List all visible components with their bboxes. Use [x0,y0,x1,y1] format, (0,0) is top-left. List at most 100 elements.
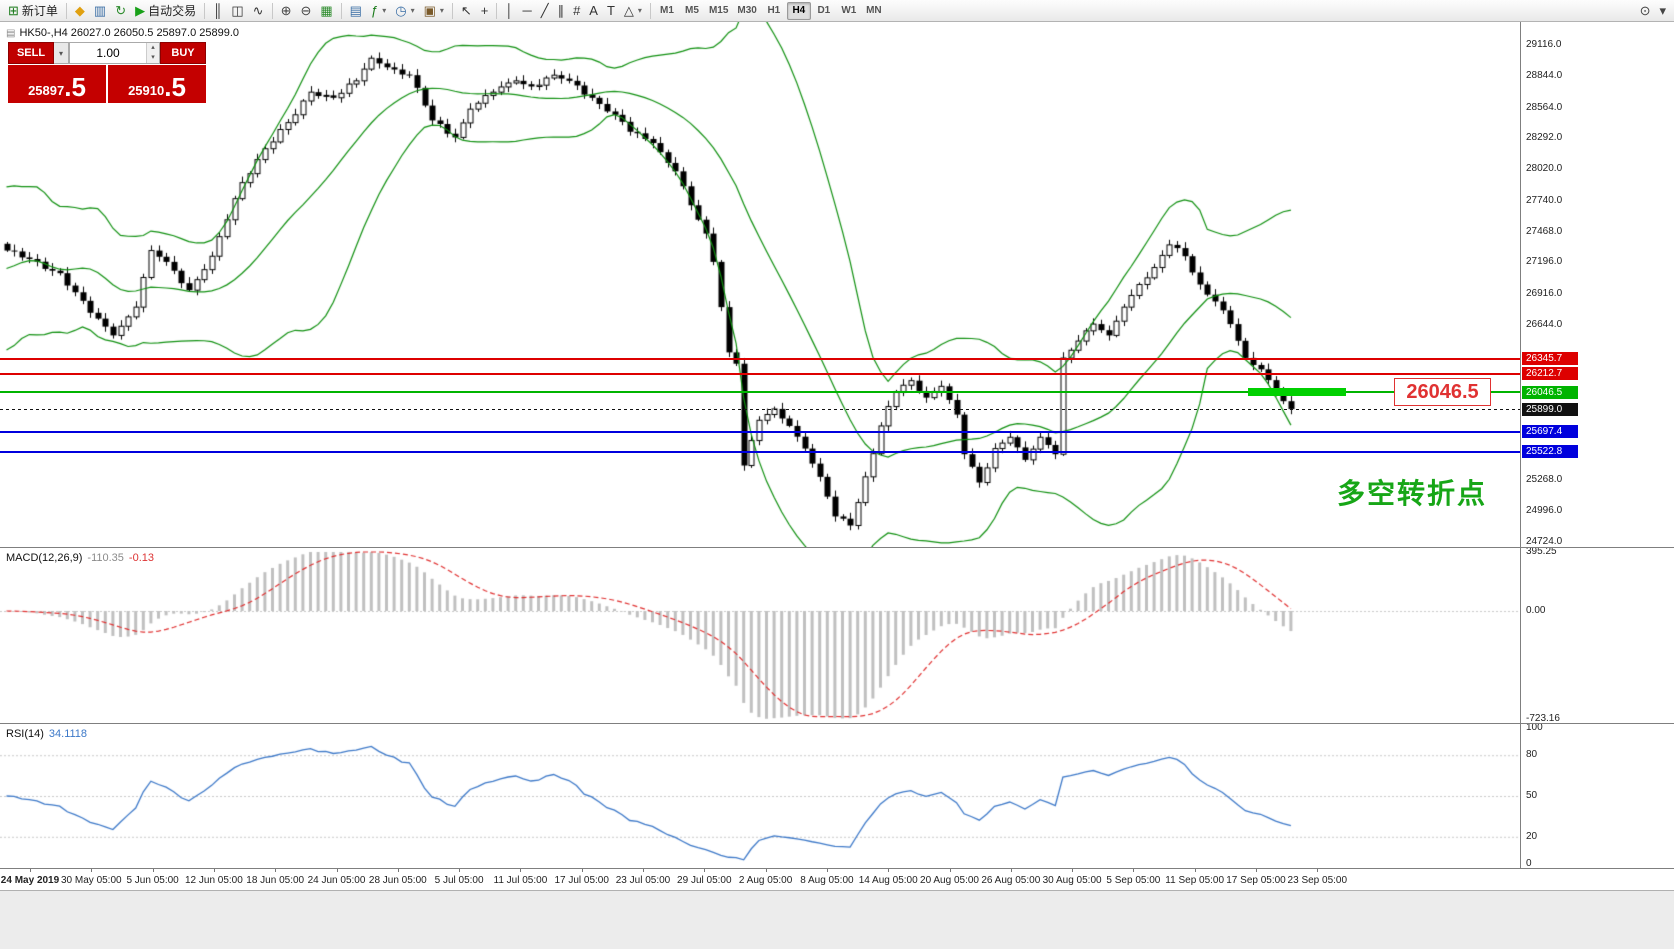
channel-button[interactable]: ∥ [554,1,569,20]
timeframe-w1-button[interactable]: W1 [837,2,861,20]
bid-price-line[interactable] [0,408,1520,410]
crosshair-button[interactable]: + [477,1,493,20]
sell-price-main: 25897 [28,83,65,98]
pane-separator[interactable] [0,723,1674,724]
price-axis[interactable]: 29116.0 28844.0 28564.0 28292.0 28020.0 27740… [1520,22,1674,869]
shapes-button[interactable]: △ ▾ [620,1,646,20]
refresh-icon[interactable]: ↻ [111,1,130,20]
buy-button[interactable]: BUY [160,42,206,64]
new-order-button-label: 新订单 [21,4,58,18]
mql5-market-icon-icon: ◆ [74,3,85,18]
periods-button-dropdown[interactable]: ▾ [410,6,415,15]
vertical-line-button-icon: │ [505,3,514,18]
time-axis-tick [949,869,951,872]
text-label-button[interactable]: T [603,1,619,20]
price-tag-annotation[interactable]: 26046.5 [1394,378,1491,406]
time-axis-tick [765,869,767,872]
fibonacci-button-icon: # [573,3,581,18]
buy-price-frac: .5 [164,72,186,102]
pane-separator[interactable] [0,547,1674,548]
new-order-button[interactable]: ⊞ 新订单 [4,1,62,20]
timeframe-m5-button[interactable]: M5 [680,2,704,20]
time-axis-tick [1072,869,1074,872]
vertical-line-button[interactable]: │ [501,1,517,20]
rsi-axis-label: 0 [1526,858,1532,869]
resistance-line-1-tag: 26345.7 [1522,352,1578,366]
pivot-highlight-segment[interactable] [1248,388,1346,396]
fibonacci-button[interactable]: # [569,1,584,20]
price-axis-label: 25268.0 [1526,474,1563,486]
price-axis-label: 28020.0 [1526,163,1563,175]
templates-button-dropdown[interactable]: ▾ [439,6,444,15]
timeframe-m30-button[interactable]: M30 [733,2,760,20]
one-click-trading-panel: SELL ▾ ▴ ▾ BUY 25897.5 25910.5 [8,42,206,103]
timeframe-d1-button[interactable]: D1 [812,2,836,20]
time-axis-label: 23 Sep 05:00 [1287,875,1348,886]
pivot-line[interactable] [0,391,1520,394]
rsi-value: 34.1118 [48,728,88,740]
auto-scroll-button[interactable]: ▦ [316,1,336,20]
cursor-button-icon: ↖ [460,3,472,18]
sell-price-display[interactable]: 25897.5 [8,65,106,103]
support-line-1[interactable] [0,430,1520,433]
mql5-market-icon[interactable]: ◆ [71,1,89,20]
horizontal-line-button[interactable]: ─ [519,1,536,20]
toolbar-separator [451,2,453,19]
zoom-out-button[interactable]: ⊖ [296,1,315,20]
time-axis-tick [1133,869,1135,872]
indicators-button[interactable]: ƒ ▾ [367,1,390,20]
time-axis-label: 8 Aug 05:00 [800,875,854,886]
macd-indicator-canvas[interactable] [0,548,1520,723]
chart-icon: ▤ [6,27,16,39]
channel-button-icon: ∥ [557,3,565,18]
timeframe-m1-button[interactable]: M1 [655,2,679,20]
time-axis-tick [91,869,93,872]
buy-price-display[interactable]: 25910.5 [108,65,206,103]
periods-button[interactable]: ◷ ▾ [391,1,418,20]
line-chart-button[interactable]: ∿ [249,1,268,20]
price-axis-label: 26916.0 [1526,288,1563,299]
time-axis-label: 24 Jun 05:00 [307,875,366,886]
new-order-button-icon: ⊞ [8,3,19,18]
rsi-indicator-canvas[interactable] [0,724,1520,868]
search-icon[interactable]: ⊙ [1636,1,1655,20]
shapes-button-dropdown[interactable]: ▾ [637,6,642,15]
volume-input[interactable] [70,43,146,63]
zoom-in-button[interactable]: ⊕ [277,1,296,20]
text-button[interactable]: A [585,1,602,20]
resistance-line-1[interactable] [0,357,1520,360]
volume-up-button[interactable]: ▴ [147,43,159,53]
support-line-2-tag: 25522.8 [1522,445,1578,459]
bar-chart-button[interactable]: ║ [209,1,226,20]
indicators-button-dropdown[interactable]: ▾ [382,6,387,15]
time-axis-label: 26 Aug 05:00 [981,875,1041,886]
data-window-icon[interactable]: ▥ [90,1,110,20]
options-icon[interactable]: ▾ [1655,1,1670,20]
autotrading-button[interactable]: ▶ 自动交易 [131,1,200,20]
timeframe-h4-button[interactable]: H4 [786,1,811,20]
trendline-button[interactable]: ╱ [537,1,553,20]
price-chart-canvas[interactable] [0,22,1520,547]
sell-button[interactable]: SELL [8,42,54,64]
toolbar-separator [271,2,273,19]
support-line-2[interactable] [0,450,1520,453]
cursor-button[interactable]: ↖ [457,1,476,20]
time-axis[interactable]: 24 May 2019 30 May 05:00 5 Jun 05:00 12 Jun… [0,868,1674,890]
timeframe-m15-button[interactable]: M15 [705,2,732,20]
candlestick-chart-button[interactable]: ◫ [227,1,247,20]
time-axis-label: 12 Jun 05:00 [184,875,243,886]
turning-point-note[interactable]: 多空转折点 [1337,478,1488,509]
resistance-line-2[interactable] [0,372,1520,375]
timeframe-mn-button[interactable]: MN [862,2,886,20]
price-axis-label: 28844.0 [1526,69,1563,81]
time-axis-tick [520,869,522,872]
time-axis-label: 5 Jul 05:00 [434,875,484,886]
tile-windows-button[interactable]: ▤ [346,1,366,20]
text-label-button-icon: T [606,3,615,18]
price-axis-label: 24996.0 [1526,505,1563,517]
timeframe-h1-button[interactable]: H1 [762,2,786,20]
templates-button[interactable]: ▣ ▾ [420,1,448,20]
zoom-out-button-icon: ⊖ [300,3,312,18]
order-type-dropdown[interactable]: ▾ [54,42,69,64]
volume-down-button[interactable]: ▾ [147,53,159,63]
